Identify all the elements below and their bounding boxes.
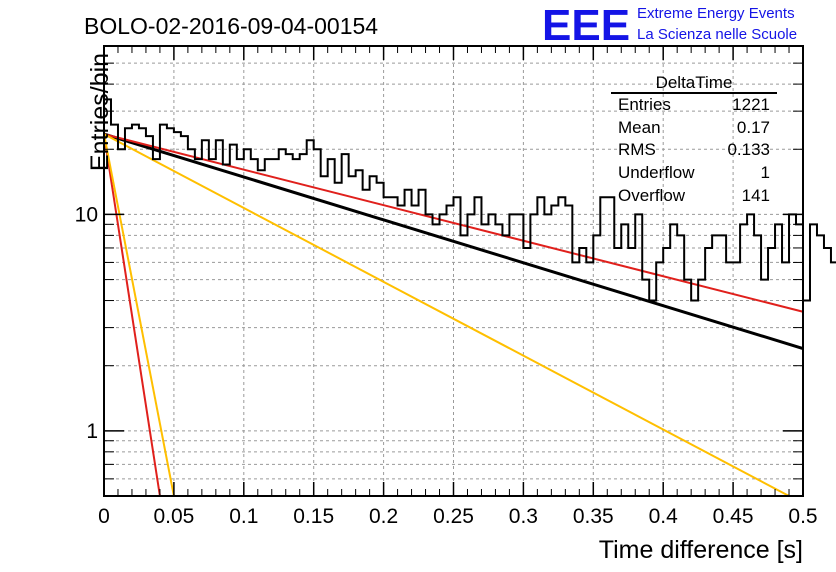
stats-value: 1 (761, 163, 770, 182)
fit-curve-3 (103, 133, 161, 497)
x-tick-label: 0.4 (649, 505, 679, 528)
logo-line-2: La Scienza nelle Scuole (637, 26, 797, 43)
stats-row-entries: Entries 1221 (618, 95, 770, 114)
stats-row-mean: Mean 0.17 (618, 118, 770, 137)
x-tick-label: 0 (98, 505, 110, 528)
stats-label: Mean (618, 118, 661, 137)
histogram-line (104, 98, 836, 302)
axis-ticks (103, 45, 804, 497)
x-tick-label: 0.45 (713, 505, 754, 528)
x-tick-labels: 0 0.05 0.1 0.15 0.2 0.25 0.3 0.35 0.4 0.45 0.5 (98, 505, 817, 528)
fit-curve-2 (103, 133, 804, 313)
stats-label: Overflow (618, 186, 686, 205)
x-tick-label: 0.5 (788, 505, 817, 528)
stats-value: 141 (742, 186, 770, 205)
x-tick-label: 0.2 (369, 505, 398, 528)
x-tick-label: 0.05 (153, 505, 194, 528)
stats-value: 0.133 (727, 140, 770, 159)
stats-box: DeltaTime Entries 1221 Mean 0.17 RMS 0.1… (611, 73, 777, 205)
chart-title: BOLO-02-2016-09-04-00154 (84, 13, 378, 39)
x-tick-label: 0.35 (573, 505, 614, 528)
logo-line-1: Extreme Energy Events (637, 5, 795, 22)
x-tick-label: 0.3 (509, 505, 538, 528)
stats-title: DeltaTime (656, 73, 733, 92)
y-axis-label: Entries/bin (86, 53, 114, 171)
x-axis-label: Time difference [s] (599, 536, 803, 564)
fit-curve-4 (103, 133, 175, 497)
fit-curve-5 (103, 133, 790, 497)
grid-lines (104, 45, 803, 497)
stats-label: Entries (618, 95, 671, 114)
x-tick-label: 0.25 (433, 505, 474, 528)
stats-value: 1221 (732, 95, 770, 114)
y-tick-labels: 1 10 (75, 203, 98, 442)
x-tick-label: 0.15 (293, 505, 334, 528)
fit-curve-1 (103, 132, 804, 350)
y-tick-label: 1 (86, 420, 98, 443)
stats-row-overflow: Overflow 141 (618, 186, 770, 205)
x-tick-label: 0.1 (229, 505, 258, 528)
stats-label: Underflow (618, 163, 695, 182)
stats-label: RMS (618, 140, 656, 159)
logo-mark: EEE (542, 1, 630, 50)
stats-row-underflow: Underflow 1 (618, 163, 770, 182)
eee-logo: EEE Extreme Energy Events La Scienza nel… (542, 1, 797, 50)
stats-value: 0.17 (737, 118, 770, 137)
fit-curves (103, 132, 804, 497)
y-tick-label: 10 (75, 203, 98, 226)
stats-row-rms: RMS 0.133 (618, 140, 770, 159)
plot-area (103, 45, 836, 497)
